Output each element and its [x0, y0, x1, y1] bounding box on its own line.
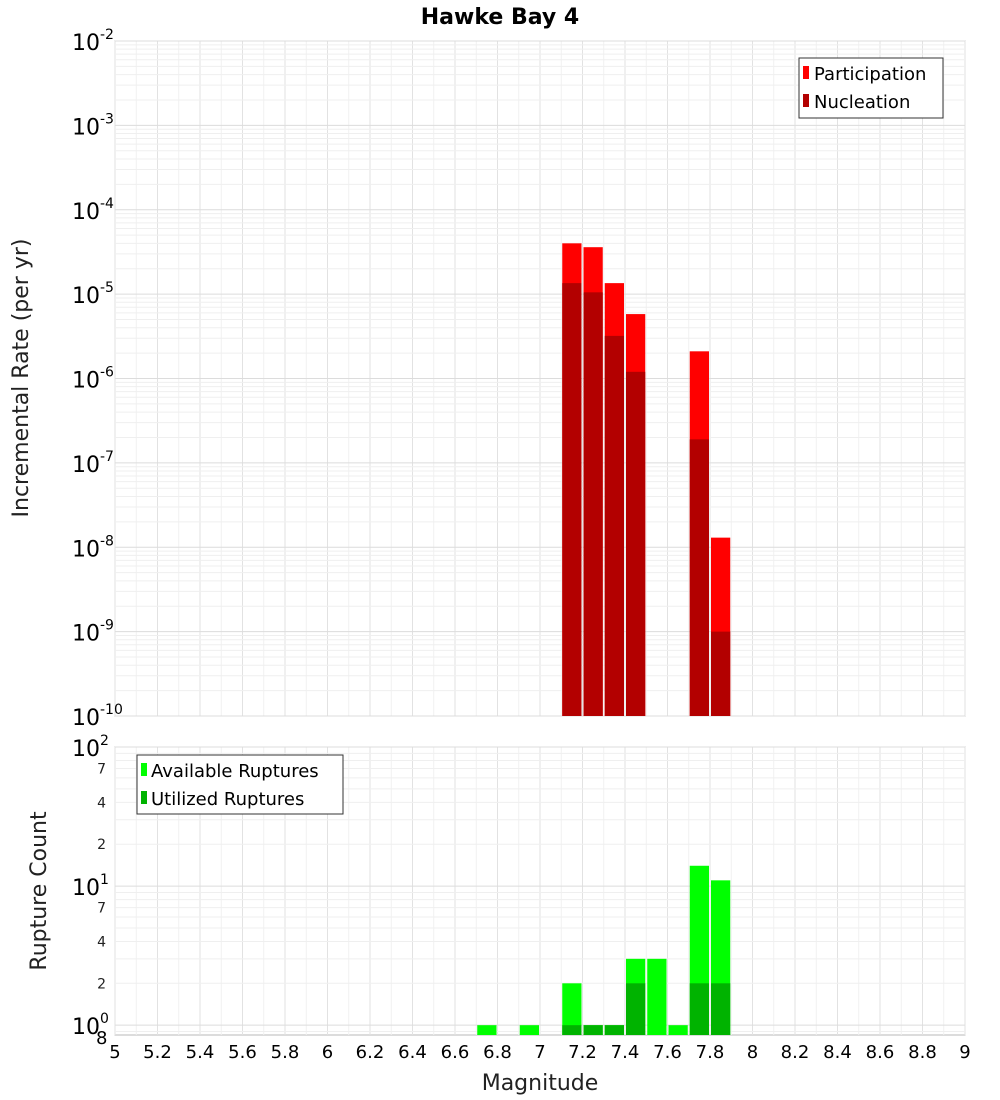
available-ruptures-bar [668, 1025, 688, 1035]
x-tick-label: 6 [322, 1042, 333, 1063]
nucleation-bar [689, 439, 709, 716]
utilized-ruptures-bar [711, 983, 731, 1035]
y-tick-label: 100 [72, 1011, 109, 1040]
legend-swatch-utilized [141, 791, 147, 804]
nucleation-bar [562, 283, 582, 716]
available-ruptures-bar [562, 983, 582, 1035]
y-tick-label: 10-4 [72, 196, 114, 225]
top-y-axis-label: Incremental Rate (per yr) [9, 239, 34, 518]
y-tick-label: 102 [72, 733, 109, 762]
top-panel: 10-10 10-9 10-8 10-7 10-6 10-5 10-4 10-3 10-2 In… [9, 27, 966, 731]
x-tick-label: 5 [109, 1042, 120, 1063]
nucleation-bar [711, 631, 731, 716]
y-minor-tick-label: 4 [97, 795, 106, 811]
legend-swatch-available [141, 763, 147, 776]
legend-swatch-nucleation [803, 94, 809, 107]
y-tick-label: 101 [72, 872, 109, 901]
x-tick-label: 5.8 [271, 1042, 300, 1063]
top-y-tick-labels: 10-10 10-9 10-8 10-7 10-6 10-5 10-4 10-3 10-2 [72, 27, 123, 731]
legend-label-nucleation: Nucleation [814, 92, 910, 113]
x-tick-label: 8 [747, 1042, 758, 1063]
x-tick-label: 5.4 [186, 1042, 215, 1063]
nucleation-bar [626, 371, 646, 716]
bottom-y-axis-label: Rupture Count [27, 811, 52, 971]
bottom-legend: Available Ruptures Utilized Ruptures [136, 754, 344, 815]
available-ruptures-bar [477, 1025, 497, 1035]
legend-label-participation: Participation [814, 64, 926, 85]
x-tick-label: 6.6 [441, 1042, 470, 1063]
bottom-bars [477, 865, 731, 1035]
x-tick-label: 6.8 [483, 1042, 512, 1063]
top-legend: Participation Nucleation [798, 57, 944, 119]
nucleation-bar [604, 335, 624, 716]
x-tick-label: 7 [534, 1042, 545, 1063]
x-tick-label: 5.6 [228, 1042, 257, 1063]
y-minor-tick-label: 2 [97, 837, 106, 853]
available-ruptures-bar [647, 958, 667, 1035]
chart-title: Hawke Bay 4 [421, 5, 579, 30]
nucleation-bar [583, 292, 603, 716]
y-tick-label: 10-6 [72, 365, 114, 394]
top-gridlines [114, 40, 966, 717]
y-floor-tick-label: 8 [96, 1028, 107, 1049]
x-tick-label: 7.6 [653, 1042, 682, 1063]
x-tick-label: 8.6 [866, 1042, 895, 1063]
bottom-gridlines [114, 746, 966, 1035]
y-tick-label: 10-3 [72, 111, 114, 140]
y-tick-label: 10-9 [72, 618, 114, 647]
top-legend-box [798, 57, 944, 119]
x-tick-label: 6.2 [356, 1042, 385, 1063]
utilized-ruptures-bar [583, 1025, 603, 1035]
y-tick-label: 10-8 [72, 533, 114, 562]
y-minor-tick-label: 2 [97, 976, 106, 992]
bottom-y-tick-labels: 100 101 102 2 4 7 2 4 7 8 [72, 733, 109, 1049]
x-axis-label: Magnitude [482, 1071, 599, 1096]
y-tick-label: 10-10 [72, 702, 123, 731]
x-tick-label: 7.8 [696, 1042, 725, 1063]
available-ruptures-bar [519, 1025, 539, 1035]
y-minor-tick-label: 7 [97, 901, 106, 917]
utilized-ruptures-bar [604, 1025, 624, 1035]
x-tick-label: 6.4 [398, 1042, 427, 1063]
x-tick-label: 8.8 [908, 1042, 937, 1063]
legend-label-utilized: Utilized Ruptures [151, 789, 304, 810]
x-tick-labels: 5 5.2 5.4 5.6 5.8 6 6.2 6.4 6.6 6.8 7 7.2 7.4 7.6 7.8 8… [109, 1042, 970, 1063]
x-tick-label: 5.2 [143, 1042, 172, 1063]
y-minor-tick-label: 4 [97, 934, 106, 950]
x-tick-label: 8.2 [781, 1042, 810, 1063]
x-tick-label: 7.4 [611, 1042, 640, 1063]
y-tick-label: 10-2 [72, 27, 114, 56]
bottom-legend-box [136, 754, 344, 815]
x-tick-label: 8.4 [823, 1042, 852, 1063]
legend-swatch-participation [803, 66, 809, 79]
utilized-ruptures-bar [562, 1025, 582, 1035]
y-tick-label: 10-7 [72, 449, 114, 478]
utilized-ruptures-bar [689, 983, 709, 1035]
x-tick-label: 7.2 [568, 1042, 597, 1063]
bottom-panel: 100 101 102 2 4 7 2 4 7 8 Rupture Count Available… [27, 733, 966, 1049]
utilized-ruptures-bar [626, 983, 646, 1035]
y-tick-label: 10-5 [72, 280, 114, 309]
legend-label-available: Available Ruptures [151, 761, 319, 782]
top-bars [562, 243, 731, 717]
y-minor-tick-label: 7 [97, 762, 106, 778]
x-tick-label: 9 [959, 1042, 970, 1063]
